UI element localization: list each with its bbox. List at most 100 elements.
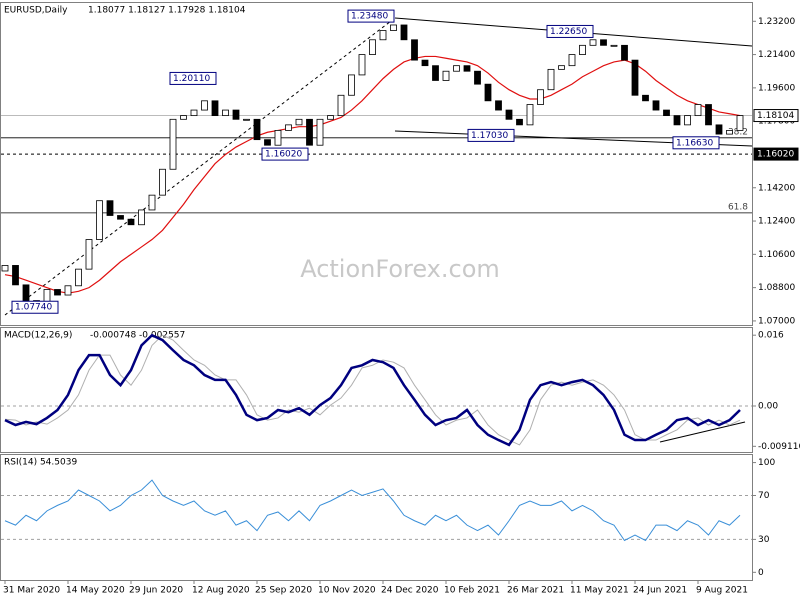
- annotation-label: 1.17030: [471, 131, 508, 141]
- candle: [421, 59, 429, 67]
- annotation-label: 1.22650: [550, 27, 587, 37]
- y-tick-label: 1.08800: [758, 283, 795, 293]
- fib-label: 61.8: [728, 202, 748, 212]
- x-tick-label: 31 Mar 2020: [3, 586, 60, 596]
- y-tick-label: 1.14200: [758, 183, 795, 193]
- candle: [169, 118, 177, 170]
- candle: [684, 115, 691, 126]
- x-tick-label: 29 Jun 2020: [129, 586, 183, 596]
- candle: [673, 115, 681, 126]
- candle: [463, 65, 471, 72]
- annotation-box: [169, 71, 217, 85]
- level-box: [753, 109, 799, 123]
- y-tick-label: 1.07000: [758, 316, 795, 326]
- y-tick-label: 100: [758, 458, 775, 468]
- candle: [558, 65, 565, 70]
- line: [4, 55, 741, 294]
- y-tick-label: 30: [758, 535, 770, 545]
- candle: [253, 118, 261, 141]
- price-panel: [0, 2, 753, 326]
- macd-values: -0.000748 -0.002557: [90, 331, 185, 341]
- candle: [484, 83, 492, 102]
- x-tick-label: 9 Aug 2021: [696, 586, 748, 596]
- candle: [96, 200, 103, 240]
- candle: [54, 289, 61, 296]
- candle: [127, 218, 135, 226]
- candle: [621, 44, 628, 61]
- candle: [148, 194, 156, 211]
- candle: [306, 118, 313, 146]
- candle: [642, 94, 649, 102]
- trend-line: [659, 421, 746, 443]
- y-tick-label: 0.00: [758, 401, 778, 411]
- y-tick-label: -0.009116: [758, 442, 800, 452]
- level-box: [753, 147, 799, 161]
- candle: [201, 100, 208, 111]
- x-tick-label: 24 Jun 2021: [633, 586, 687, 596]
- candle: [600, 39, 607, 46]
- candle: [505, 109, 513, 120]
- price-ohlc: 1.18077 1.18127 1.17928 1.18104: [88, 6, 246, 16]
- candle: [495, 100, 502, 111]
- candle: [316, 118, 324, 146]
- candle: [232, 109, 240, 120]
- annotation-box: [672, 136, 720, 150]
- candle: [705, 104, 712, 126]
- candle: [274, 130, 282, 146]
- candle: [579, 44, 586, 55]
- line: [4, 479, 741, 542]
- candle: [736, 115, 744, 131]
- line: [4, 334, 741, 446]
- watermark: ActionForex.com: [300, 255, 500, 283]
- price-title: EURUSD,Daily: [4, 6, 68, 16]
- candle: [295, 118, 303, 126]
- candle: [589, 39, 597, 46]
- candle: [411, 39, 418, 61]
- annotation-label: 1.23480: [351, 12, 388, 22]
- y-tick-label: 1.21400: [758, 50, 795, 60]
- y-tick-label: 70: [758, 491, 770, 501]
- rsi-panel: [0, 454, 753, 581]
- candle: [358, 54, 366, 76]
- y-tick-label: 0.016: [758, 331, 784, 341]
- candle: [610, 44, 618, 47]
- annotation-label: 1.16020: [265, 150, 302, 160]
- candle: [117, 215, 124, 220]
- candle: [537, 89, 544, 105]
- line: [4, 333, 741, 447]
- candle: [369, 39, 376, 55]
- annotation-box: [261, 147, 309, 161]
- candle: [327, 115, 334, 120]
- candle: [726, 130, 733, 135]
- rsi-title: RSI(14) 54.5039: [4, 458, 77, 468]
- candle: [180, 115, 187, 120]
- candle: [85, 239, 93, 270]
- x-tick-label: 26 Mar 2021: [507, 586, 564, 596]
- x-tick-label: 24 Dec 2020: [381, 586, 439, 596]
- candle: [22, 284, 30, 301]
- annotation-box: [11, 300, 59, 314]
- candle: [715, 124, 723, 135]
- candle: [631, 59, 639, 96]
- y-tick-label: 1.10600: [758, 250, 795, 260]
- macd-title: MACD(12,26,9): [4, 331, 72, 341]
- candle: [400, 24, 408, 41]
- candle: [264, 139, 271, 146]
- annotation-box: [467, 128, 515, 142]
- x-tick-label: 11 May 2021: [570, 586, 629, 596]
- candle: [516, 118, 523, 126]
- candle: [568, 54, 576, 67]
- y-tick-label: 0: [758, 568, 764, 578]
- x-tick-label: 10 Nov 2020: [318, 586, 376, 596]
- annotation-label: 1.16630: [676, 138, 713, 148]
- candle: [211, 100, 219, 117]
- candle: [138, 209, 145, 226]
- annotation-label: 1.07740: [15, 303, 52, 313]
- y-tick-label: 1.23200: [758, 17, 795, 27]
- level-label: 1.18104: [757, 111, 794, 121]
- candle: [75, 268, 82, 287]
- candle: [337, 94, 345, 117]
- candle: [694, 104, 702, 117]
